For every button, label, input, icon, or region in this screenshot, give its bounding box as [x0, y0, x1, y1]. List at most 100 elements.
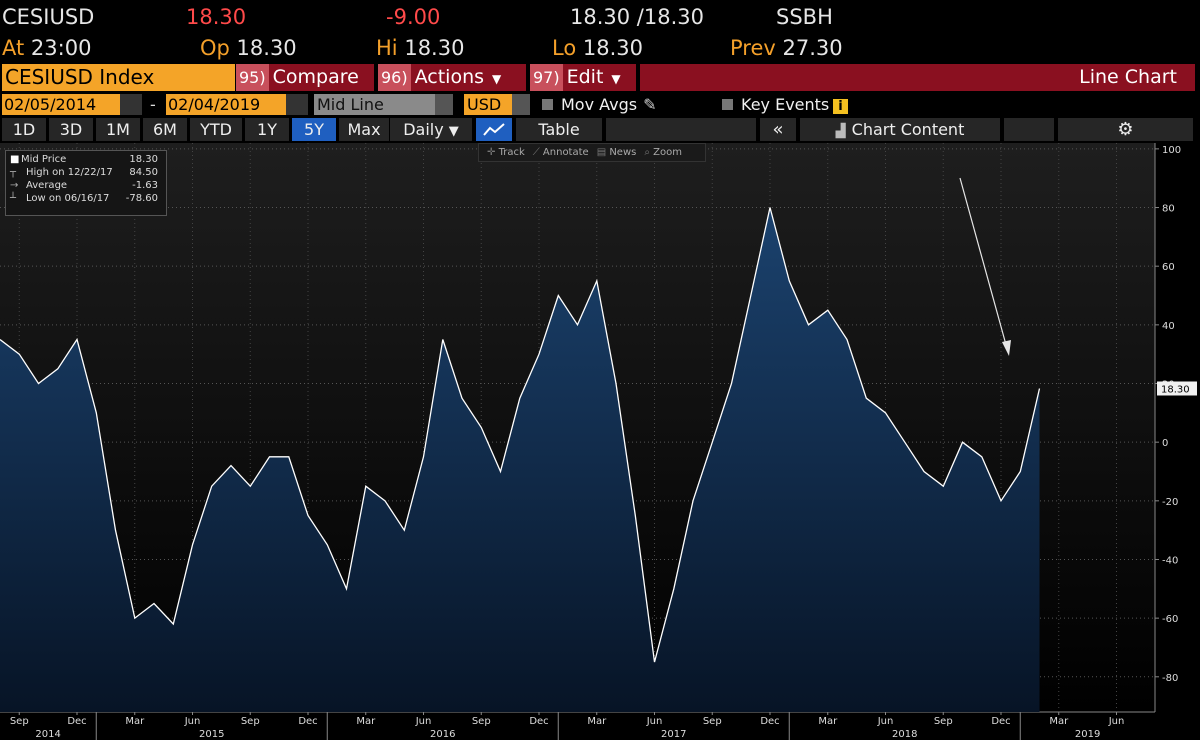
- chart-type-button[interactable]: [476, 118, 512, 141]
- x-tick-label: Dec: [67, 716, 86, 727]
- chart-content-label: Chart Content: [851, 120, 965, 139]
- x-tick-label: Dec: [991, 716, 1010, 727]
- legend-symbol: →: [10, 180, 19, 191]
- x-tick-label: Mar: [125, 716, 145, 727]
- chart-content-button[interactable]: ▟ Chart Content: [800, 118, 1000, 141]
- value: 23:00: [30, 36, 92, 60]
- tool-button[interactable]: ⟋ Annotate: [533, 144, 589, 161]
- frequency-select[interactable]: Daily ▼: [390, 118, 472, 141]
- x-tick-label: Sep: [472, 716, 491, 727]
- tool-button[interactable]: ✛ Track: [487, 144, 525, 161]
- y-tick-label: 60: [1162, 262, 1175, 273]
- mode-select[interactable]: Mid Line: [314, 94, 435, 115]
- tool-label: News: [609, 147, 637, 158]
- line: [0, 207, 1041, 663]
- tool-icon: ▤: [596, 147, 610, 158]
- dropdown-arrow[interactable]: [512, 94, 530, 115]
- chart-tools: ✛ Track ⟋ Annotate ▤ News ⌕ Zoom: [478, 143, 706, 162]
- ticker: CESIUSD: [2, 5, 95, 29]
- key-events-checkbox[interactable]: Key Events i: [722, 94, 848, 115]
- legend-value: -1.63: [132, 180, 158, 191]
- bid-ask: 18.30 /18.30: [570, 5, 704, 29]
- source: SSBH: [776, 5, 833, 29]
- info-icon[interactable]: i: [833, 99, 848, 114]
- collapse-button[interactable]: «: [760, 118, 796, 141]
- end-date[interactable]: 02/04/2019: [166, 94, 286, 115]
- chart: -80-60-40-20020406080100SepDecMarJunSepD…: [0, 143, 1197, 740]
- button-label: Actions: [414, 66, 485, 88]
- calendar-icon[interactable]: [286, 94, 308, 115]
- x-tick-label: Sep: [241, 716, 260, 727]
- settings-button[interactable]: ⚙: [1058, 118, 1193, 141]
- y-tick-label: 80: [1162, 204, 1175, 215]
- start-date[interactable]: 02/05/2014: [2, 94, 122, 115]
- period-button[interactable]: 1Y: [245, 118, 289, 141]
- mov-avgs-checkbox[interactable]: Mov Avgs ✎: [542, 94, 657, 115]
- legend: ■ Mid Price 18.30 ┬ High on 12/22/17 84.50 → Av…: [5, 150, 167, 216]
- edit-button[interactable]: 97) Edit ▼: [530, 64, 636, 91]
- period-button[interactable]: Max: [339, 118, 389, 141]
- x-tick-label: Mar: [818, 716, 838, 727]
- x-tick-label: Jun: [877, 716, 894, 727]
- button-number: 95): [236, 64, 269, 91]
- tool-label: Annotate: [542, 147, 589, 158]
- button-number: 97): [530, 64, 563, 91]
- date-separator: -: [150, 95, 156, 114]
- tool-icon: ✛: [487, 147, 499, 158]
- change: -9.00: [386, 5, 441, 29]
- legend-symbol: ┬: [10, 167, 17, 178]
- y-tick-label: -80: [1162, 673, 1178, 684]
- button-label: Edit: [566, 66, 604, 88]
- legend-row: → Average -1.63: [6, 179, 166, 192]
- calendar-icon[interactable]: [120, 94, 142, 115]
- legend-row: ┬ High on 12/22/17 84.50: [6, 166, 166, 179]
- actions-button[interactable]: 96) Actions ▼: [378, 64, 526, 91]
- view-label: Line Chart: [1079, 66, 1177, 88]
- period-button[interactable]: 3D: [49, 118, 93, 141]
- y-tick-label: -60: [1162, 614, 1178, 625]
- label: Op: [200, 36, 230, 60]
- open-field: Op 18.30: [200, 34, 297, 62]
- tool-button[interactable]: ▤ News: [597, 144, 637, 161]
- year-label: 2015: [199, 729, 224, 740]
- y-tick-label: -20: [1162, 497, 1178, 508]
- table-button[interactable]: Table: [516, 118, 602, 141]
- legend-value: 84.50: [129, 167, 158, 178]
- x-tick-label: Jun: [646, 716, 663, 727]
- prev-field: Prev 27.30: [730, 34, 843, 62]
- year-label: 2018: [892, 729, 917, 740]
- period-button[interactable]: 1M: [96, 118, 140, 141]
- period-button[interactable]: YTD: [190, 118, 242, 141]
- value: 18.30: [582, 36, 643, 60]
- compare-button[interactable]: 95) Compare: [236, 64, 374, 91]
- tool-label: Track: [498, 147, 525, 158]
- x-tick-label: Mar: [1049, 716, 1069, 727]
- period-button[interactable]: 6M: [143, 118, 187, 141]
- x-tick-label: Sep: [934, 716, 953, 727]
- label: At: [2, 36, 25, 60]
- chart-content-icon: ▟: [835, 124, 846, 139]
- security-field[interactable]: CESIUSD Index: [2, 64, 235, 91]
- year-label: 2017: [661, 729, 686, 740]
- dropdown-arrow: ▼: [448, 124, 459, 139]
- period-button[interactable]: 5Y: [292, 118, 336, 141]
- dropdown-arrow[interactable]: [435, 94, 453, 115]
- area: [0, 207, 1040, 712]
- high-field: Hi 18.30: [376, 34, 464, 62]
- value: 18.30: [404, 36, 465, 60]
- checkbox[interactable]: [542, 99, 553, 110]
- label: Hi: [376, 36, 398, 60]
- dropdown-arrow: ▼: [492, 72, 502, 86]
- checkbox[interactable]: [722, 99, 733, 110]
- period-button[interactable]: 1D: [2, 118, 46, 141]
- currency-select[interactable]: USD: [464, 94, 513, 115]
- checkbox-label: Key Events: [741, 95, 830, 114]
- year-label: 2014: [35, 729, 60, 740]
- legend-row: ┴ Low on 06/16/17 -78.60: [6, 192, 166, 205]
- legend-value: -78.60: [125, 193, 158, 204]
- x-tick-label: Dec: [760, 716, 779, 727]
- tool-button[interactable]: ⌕ Zoom: [644, 144, 682, 161]
- time-field: At 23:00: [2, 34, 91, 62]
- frequency-label: Daily: [403, 120, 444, 139]
